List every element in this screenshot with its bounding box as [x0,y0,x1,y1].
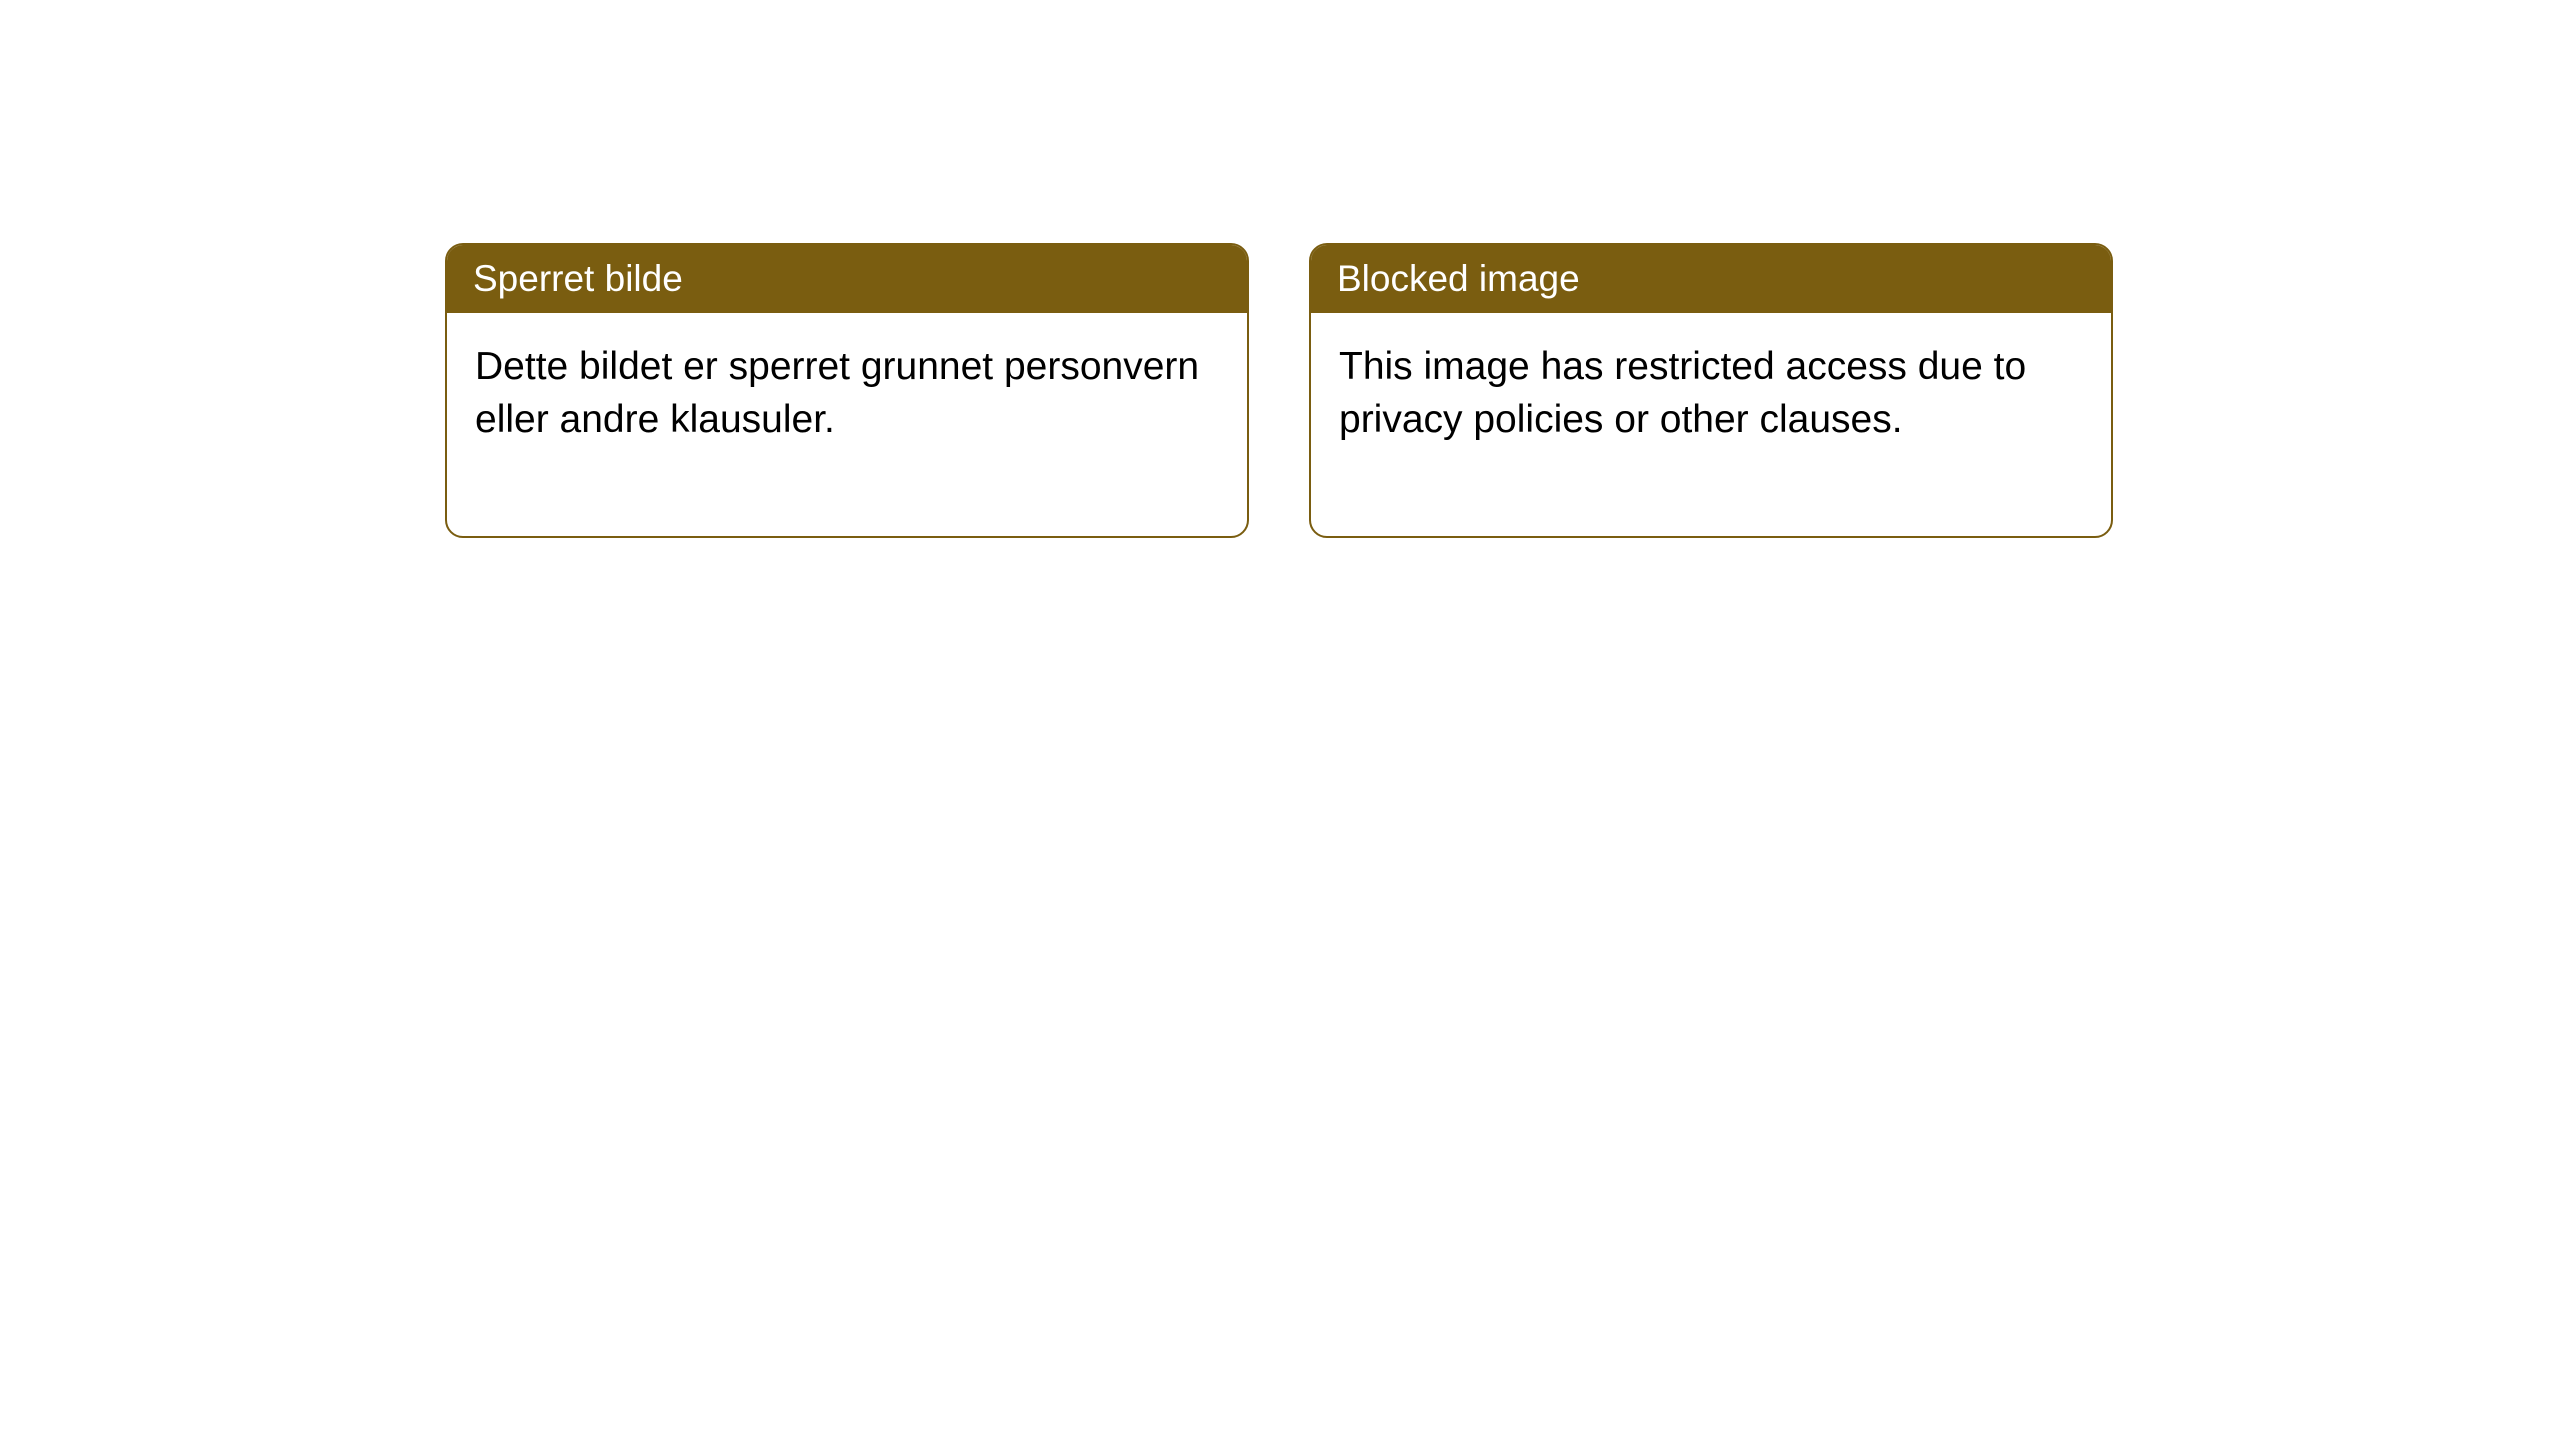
notice-title: Sperret bilde [473,258,683,299]
notice-body: Dette bildet er sperret grunnet personve… [447,313,1247,536]
notice-body-text: This image has restricted access due to … [1339,345,2026,441]
notice-body-text: Dette bildet er sperret grunnet personve… [475,345,1199,441]
notice-container: Sperret bilde Dette bildet er sperret gr… [445,243,2113,538]
notice-body: This image has restricted access due to … [1311,313,2111,536]
notice-title: Blocked image [1337,258,1580,299]
notice-card-english: Blocked image This image has restricted … [1309,243,2113,538]
notice-header: Sperret bilde [447,245,1247,313]
notice-header: Blocked image [1311,245,2111,313]
notice-card-norwegian: Sperret bilde Dette bildet er sperret gr… [445,243,1249,538]
